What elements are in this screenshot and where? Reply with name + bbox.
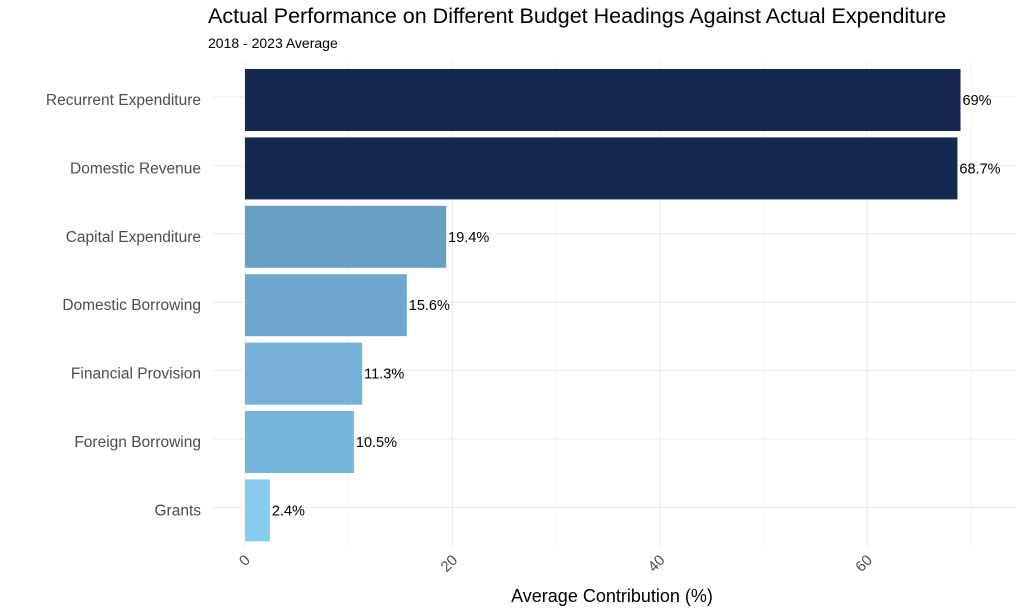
bar bbox=[245, 342, 363, 405]
data-label: 2.4% bbox=[272, 503, 305, 519]
x-axis-tick-label: 40 bbox=[645, 552, 669, 576]
x-axis-tick-label: 20 bbox=[437, 552, 461, 576]
bar bbox=[245, 274, 407, 337]
y-axis-categories: Recurrent Expenditure Domestic Revenue Cap… bbox=[46, 92, 201, 519]
bar bbox=[245, 137, 958, 200]
data-label: 11.3% bbox=[364, 367, 404, 383]
data-labels: 69% 68.7% 19.4% 15.6% 11.3% 10.5% 2.4% bbox=[272, 93, 1001, 519]
bars bbox=[245, 69, 961, 542]
data-label: 10.5% bbox=[356, 435, 397, 451]
y-axis-category-label: Domestic Revenue bbox=[70, 160, 201, 177]
bar bbox=[245, 69, 961, 131]
y-axis-category-label: Financial Provision bbox=[71, 366, 201, 383]
y-axis-category-label: Capital Expenditure bbox=[66, 229, 201, 246]
x-axis-tick-label: 60 bbox=[852, 552, 876, 576]
y-axis-category-label: Foreign Borrowing bbox=[74, 434, 201, 451]
data-label: 19.4% bbox=[448, 230, 489, 246]
bar bbox=[245, 205, 447, 268]
bar bbox=[245, 479, 270, 542]
y-axis-category-label: Recurrent Expenditure bbox=[46, 92, 201, 109]
x-axis-title: Average Contribution (%) bbox=[511, 586, 713, 606]
chart-subtitle: 2018 - 2023 Average bbox=[208, 35, 338, 51]
data-label: 15.6% bbox=[409, 298, 450, 314]
x-axis-ticks: 0 20 40 60 bbox=[236, 552, 876, 576]
bar bbox=[245, 411, 354, 473]
data-label: 68.7% bbox=[959, 161, 1000, 177]
x-axis-tick-label: 0 bbox=[236, 552, 254, 570]
data-label: 69% bbox=[963, 93, 992, 109]
y-axis-category-label: Domestic Borrowing bbox=[62, 297, 201, 314]
chart-title: Actual Performance on Different Budget H… bbox=[208, 4, 947, 28]
y-axis-category-label: Grants bbox=[154, 502, 201, 519]
